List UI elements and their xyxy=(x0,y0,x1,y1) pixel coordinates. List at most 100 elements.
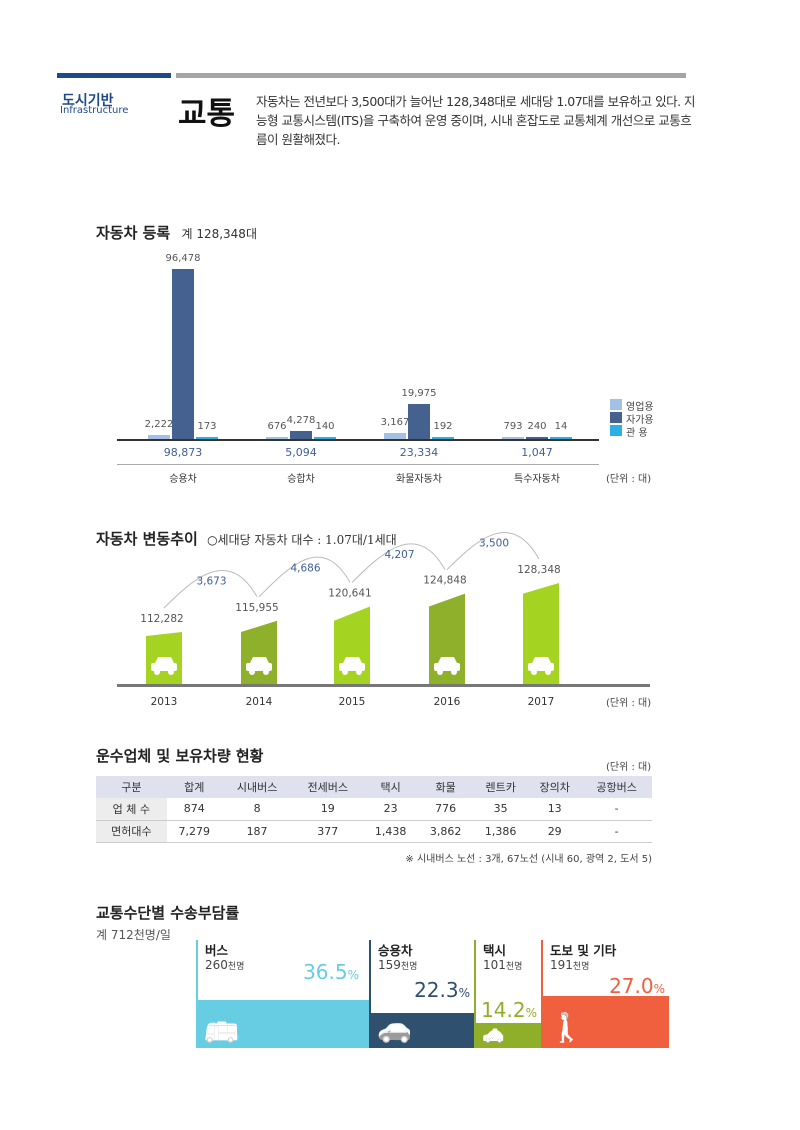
table-unit: (단위 : 대) xyxy=(606,762,652,773)
divider xyxy=(117,464,599,465)
increment-label: 4,207 xyxy=(384,549,414,561)
car-icon xyxy=(434,657,460,675)
value-label: 115,955 xyxy=(235,602,278,614)
page-title: 교통 xyxy=(178,96,236,132)
table-cell: 187 xyxy=(221,820,293,843)
year-label: 2016 xyxy=(434,696,461,708)
mode-percent: 27.0% xyxy=(609,974,665,998)
section-subtitle: Infrastructure xyxy=(60,105,129,116)
table-cell: 776 xyxy=(418,798,474,821)
chart2-title: 자동차 변동추이 ○세대당 자동차 대수 : 1.07대/1세대 xyxy=(96,530,397,548)
trend-chart: 112,282 2013 3,673 115,955 2014 4,686 120,641 2… xyxy=(117,531,650,708)
mode-count: 260천명 xyxy=(205,958,245,972)
col-header: 공항버스 xyxy=(581,776,652,798)
table-cell: 29 xyxy=(528,820,582,843)
legend-label: 자가용 xyxy=(626,415,654,426)
data-label: 173 xyxy=(197,421,217,432)
total-label: 23,334 xyxy=(399,446,439,459)
bar-자가용 xyxy=(526,437,548,439)
col-header: 택시 xyxy=(363,776,419,798)
mode-count: 101천명 xyxy=(483,958,523,972)
mode-count: 159천명 xyxy=(378,958,418,972)
legend-swatch xyxy=(610,399,622,410)
year-label: 2014 xyxy=(246,696,273,708)
value-label: 112,282 xyxy=(140,613,183,625)
mode-percent: 36.5% xyxy=(303,960,359,984)
col-header: 전세버스 xyxy=(292,776,364,798)
bar-관용 xyxy=(196,437,218,439)
row-header: 면허대수 xyxy=(96,820,167,843)
table-title: 운수업체 및 보유차량 현황 xyxy=(96,747,264,765)
col-header: 렌트카 xyxy=(473,776,529,798)
legend-swatch xyxy=(610,412,622,423)
total-label: 1,047 xyxy=(521,446,553,459)
bar-자가용 xyxy=(408,403,430,439)
increment-connector xyxy=(258,556,351,598)
increment-label: 3,500 xyxy=(479,537,509,549)
legend-swatch xyxy=(610,425,622,436)
mode-name: 승용차 xyxy=(378,943,413,958)
mode-name: 도보 및 기타 xyxy=(550,943,617,958)
increment-label: 4,686 xyxy=(290,563,320,575)
data-label: 19,975 xyxy=(401,387,437,399)
table-row: 업 체 수 874 8 19 23 776 35 13- xyxy=(96,798,652,821)
category-label: 승용차 xyxy=(169,474,197,485)
year-label: 2013 xyxy=(151,696,178,708)
increment-connector xyxy=(163,569,258,609)
car-icon xyxy=(246,657,272,675)
bar-관용 xyxy=(432,437,454,439)
mode-segment: 도보 및 기타 191천명 27.0% 🚶 xyxy=(541,940,669,1048)
data-label: 240 xyxy=(527,421,547,432)
mode-segment: 버스 260천명 36.5% 🚌 xyxy=(196,940,369,1048)
category-label: 승합차 xyxy=(287,474,315,485)
share-fill xyxy=(476,1023,541,1048)
chart1-unit: (단위 : 대) xyxy=(606,474,652,485)
data-label: 192 xyxy=(433,421,453,432)
table-note: ※ 시내버스 노선 : 3개, 67노선 (시내 60, 광역 2, 도서 5) xyxy=(405,854,652,865)
table-cell: 1,438 xyxy=(363,820,419,843)
table-cell: 874 xyxy=(166,798,222,821)
table-cell: - xyxy=(581,798,652,821)
total-label: 5,094 xyxy=(285,446,317,459)
baseline xyxy=(117,684,650,687)
share-fill xyxy=(543,996,669,1048)
mode-percent: 14.2% xyxy=(481,998,537,1022)
bar-영업용 xyxy=(502,437,524,439)
bar-영업용 xyxy=(266,437,288,439)
bus-icon: 🚌 xyxy=(204,1011,239,1044)
data-label: 2,222 xyxy=(144,419,174,431)
table-cell: 3,862 xyxy=(418,820,474,843)
modal-title: 교통수단별 수송부담률 xyxy=(96,904,240,922)
category-label: 화물자동차 xyxy=(396,474,442,485)
legend-label: 영업용 xyxy=(626,402,654,413)
modal-total: 계 712천명/일 xyxy=(96,928,171,942)
table-cell: 8 xyxy=(221,798,293,821)
table-cell: 377 xyxy=(292,820,364,843)
legend-label: 관 용 xyxy=(626,428,648,439)
chart2-unit: (단위 : 대) xyxy=(606,698,652,709)
row-header: 업 체 수 xyxy=(96,798,167,821)
col-header: 시내버스 xyxy=(221,776,293,798)
mode-name: 택시 xyxy=(483,943,507,958)
share-fill xyxy=(198,1000,369,1048)
data-label: 793 xyxy=(503,421,523,432)
value-label: 124,848 xyxy=(423,575,466,587)
registration-chart: 2,222 96,478 173 98,873 승용차 676 4,278 140 5,094 승… xyxy=(0,0,800,500)
trend-bar xyxy=(523,582,559,684)
car-icon xyxy=(339,657,365,675)
car-icon: 🚗 xyxy=(377,1011,412,1044)
trend-bar xyxy=(241,620,277,684)
mode-percent: 22.3% xyxy=(414,978,470,1002)
data-label: 140 xyxy=(315,421,335,432)
header-bar-accent xyxy=(57,73,171,78)
value-label: 120,641 xyxy=(328,588,371,600)
mode-count: 191천명 xyxy=(550,958,590,972)
increment-connector xyxy=(446,531,540,571)
data-label: 4,278 xyxy=(286,415,316,427)
walking-person-icon: 🚶 xyxy=(549,1011,584,1044)
data-label: 96,478 xyxy=(165,253,201,264)
col-header: 합계 xyxy=(166,776,222,798)
bar-자가용 xyxy=(172,269,194,439)
total-label: 98,873 xyxy=(163,446,203,459)
taxi-icon: 🚕 xyxy=(482,1023,505,1044)
